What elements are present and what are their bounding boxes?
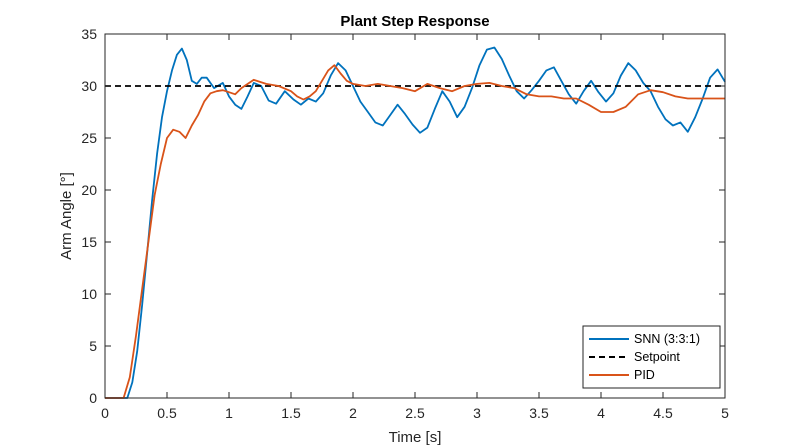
legend-box	[582, 325, 721, 389]
y-tick-label: 35	[81, 26, 97, 42]
x-tick-label: 0.5	[157, 405, 177, 421]
y-axis: 0 5 10 15 20 25 30 35	[81, 26, 725, 406]
x-axis-label: Time [s]	[389, 429, 442, 446]
x-tick-label: 1.5	[281, 405, 301, 421]
x-tick-label: 4.5	[653, 405, 673, 421]
legend-label: PID	[634, 368, 655, 382]
x-tick-label: 2	[349, 405, 357, 421]
x-tick-label: 5	[721, 405, 729, 421]
y-tick-label: 10	[81, 286, 97, 302]
x-tick-label: 4	[597, 405, 605, 421]
chart-title: Plant Step Response	[340, 13, 489, 30]
x-tick-label: 1	[225, 405, 233, 421]
y-tick-label: 30	[81, 78, 97, 94]
x-tick-label: 2.5	[405, 405, 425, 421]
y-tick-label: 20	[81, 182, 97, 198]
x-tick-label: 3.5	[529, 405, 549, 421]
y-tick-label: 5	[89, 338, 97, 354]
series-line-snn-3-3-1-	[105, 46, 726, 399]
legend-label: Setpoint	[634, 350, 680, 364]
legend: SNN (3:3:1) Setpoint PID	[582, 325, 721, 389]
x-tick-label: 0	[101, 405, 109, 421]
series-line-pid	[105, 64, 725, 399]
y-tick-label: 15	[81, 234, 97, 250]
y-tick-label: 25	[81, 130, 97, 146]
y-tick-label: 0	[89, 390, 97, 406]
legend-label: SNN (3:3:1)	[634, 332, 700, 346]
x-axis: 0 0.5 1 1.5 2 2.5 3 3.5 4 4.5 5	[101, 34, 729, 421]
x-tick-label: 3	[473, 405, 481, 421]
y-axis-label: Arm Angle [°]	[58, 172, 75, 260]
